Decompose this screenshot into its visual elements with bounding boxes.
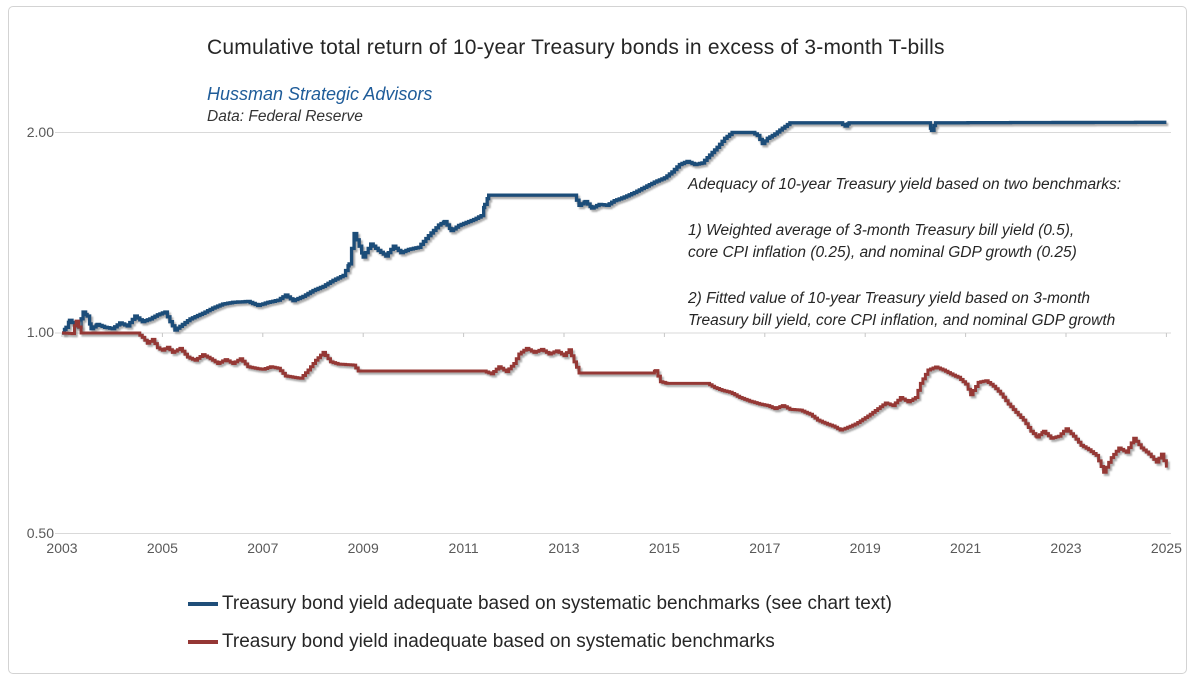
x-axis-tick-label: 2007 bbox=[247, 540, 279, 556]
data-source-text: Data: Federal Reserve bbox=[207, 108, 363, 125]
y-axis-tick-label: 2.00 bbox=[26, 123, 54, 140]
legend-label: Treasury bond yield inadequate based on … bbox=[222, 631, 775, 652]
series-line bbox=[62, 120, 1167, 335]
legend-item: Treasury bond yield adequate based on sy… bbox=[188, 589, 892, 619]
series-lines bbox=[62, 120, 1168, 474]
x-axis-tick-label: 2021 bbox=[950, 540, 982, 556]
x-axis-tick-label: 2015 bbox=[648, 540, 680, 556]
series-line bbox=[62, 319, 1168, 474]
x-axis-tick-label: 2025 bbox=[1150, 540, 1182, 556]
legend-line-swatch bbox=[188, 602, 218, 606]
attribution-text: Hussman Strategic Advisors bbox=[207, 84, 433, 104]
x-axis-tick-label: 2003 bbox=[46, 540, 78, 556]
chart-title: Cumulative total return of 10-year Treas… bbox=[207, 36, 945, 59]
legend: Treasury bond yield adequate based on sy… bbox=[188, 589, 892, 665]
legend-item: Treasury bond yield inadequate based on … bbox=[188, 627, 892, 657]
annotation-block: Adequacy of 10-year Treasury yield based… bbox=[688, 174, 1193, 356]
axis-tick-marks bbox=[61, 333, 1167, 337]
annotation-paragraph: 1) Weighted average of 3-month Treasury … bbox=[688, 221, 1077, 262]
y-axis-tick-label: 1.00 bbox=[26, 324, 54, 340]
annotation-paragraph: Adequacy of 10-year Treasury yield based… bbox=[688, 176, 1122, 193]
x-axis-tick-label: 2005 bbox=[146, 540, 178, 556]
x-axis-tick-label: 2011 bbox=[448, 540, 479, 556]
chart-border bbox=[8, 6, 1187, 674]
x-axis-tick-label: 2017 bbox=[749, 540, 781, 556]
legend-label: Treasury bond yield adequate based on sy… bbox=[222, 593, 892, 614]
x-axis-tick-label: 2019 bbox=[849, 540, 881, 556]
x-axis-tick-label: 2023 bbox=[1050, 540, 1082, 556]
legend-line-swatch bbox=[188, 640, 218, 644]
x-axis-tick-label: 2013 bbox=[548, 540, 580, 556]
y-axis-tick-label: 0.50 bbox=[26, 524, 54, 541]
x-axis-tick-label: 2009 bbox=[347, 540, 379, 556]
gridlines bbox=[55, 132, 1171, 534]
annotation-paragraph: 2) Fitted value of 10-year Treasury yiel… bbox=[688, 289, 1116, 330]
